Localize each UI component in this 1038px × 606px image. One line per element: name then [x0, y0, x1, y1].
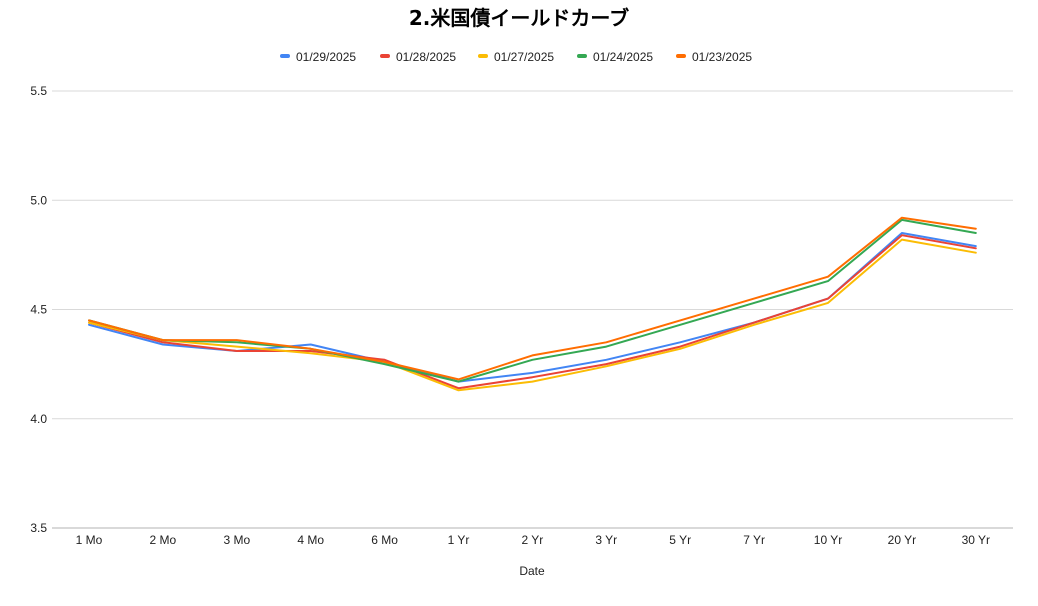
x-tick-label: 20 Yr: [888, 533, 916, 547]
legend-item: 01/24/2025: [577, 50, 653, 64]
x-tick-label: 1 Mo: [76, 533, 103, 547]
x-tick-label: 5 Yr: [669, 533, 691, 547]
y-tick-label: 5.5: [30, 84, 47, 98]
x-tick-label: 6 Mo: [371, 533, 398, 547]
x-tick-label: 1 Yr: [448, 533, 470, 547]
legend-item: 01/29/2025: [280, 50, 356, 64]
legend-label: 01/27/2025: [494, 50, 554, 64]
y-tick-label: 3.5: [30, 521, 47, 535]
series-line-01-23-2025: [88, 216, 977, 381]
series-line-01-27-2025: [88, 238, 977, 392]
legend-item: 01/28/2025: [380, 50, 456, 64]
legend-swatch: [380, 54, 390, 58]
legend-label: 01/28/2025: [396, 50, 456, 64]
legend-item: 01/27/2025: [478, 50, 554, 64]
legend-label: 01/29/2025: [296, 50, 356, 64]
legend-label: 01/24/2025: [593, 50, 653, 64]
x-tick-label: 10 Yr: [814, 533, 842, 547]
legend-swatch: [478, 54, 488, 58]
chart-title: 2.米国債イールドカーブ: [409, 6, 629, 30]
x-axis-ticks: 1 Mo 2 Mo 3 Mo 4 Mo 6 Mo 1 Yr 2 Yr 3 Yr 5 Yr 7 Yr…: [76, 533, 990, 547]
series-lines: [88, 216, 977, 392]
x-tick-label: 3 Yr: [595, 533, 617, 547]
series-line-01-28-2025: [88, 234, 977, 390]
x-tick-label: 4 Mo: [297, 533, 324, 547]
legend-swatch: [577, 54, 587, 58]
y-tick-label: 4.5: [30, 303, 47, 317]
y-axis-ticks: 3.5 4.0 4.5 5.0 5.5: [30, 84, 47, 535]
x-tick-label: 2 Mo: [150, 533, 177, 547]
series-line-01-24-2025: [88, 218, 977, 383]
x-tick-label: 2 Yr: [522, 533, 544, 547]
x-tick-label: 7 Yr: [743, 533, 765, 547]
x-tick-label: 30 Yr: [962, 533, 990, 547]
legend-swatch: [280, 54, 290, 58]
x-tick-label: 3 Mo: [223, 533, 250, 547]
y-gridlines: [52, 90, 1013, 529]
legend-item: 01/23/2025: [676, 50, 752, 64]
y-tick-label: 4.0: [30, 412, 47, 426]
legend-swatch: [676, 54, 686, 58]
chart-legend: 01/29/2025 01/28/2025 01/27/2025 01/24/2025…: [280, 50, 752, 64]
legend-label: 01/23/2025: [692, 50, 752, 64]
x-axis-label: Date: [519, 564, 545, 578]
y-tick-label: 5.0: [30, 193, 47, 207]
